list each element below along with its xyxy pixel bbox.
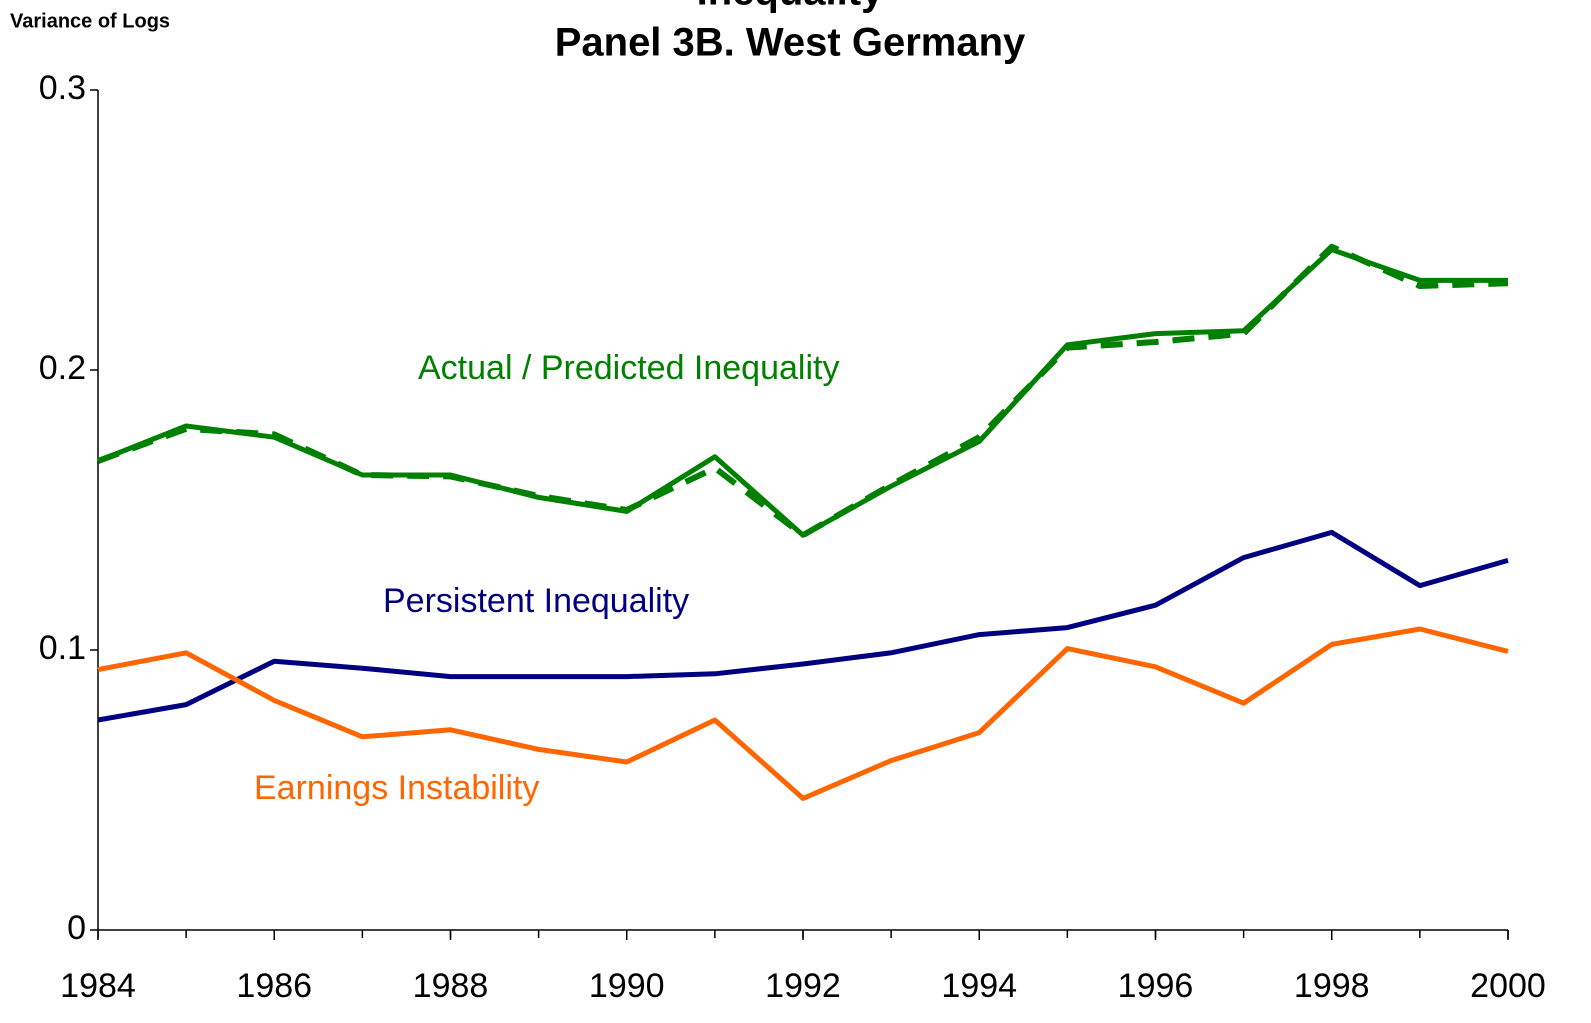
series-line [96,243,1509,539]
x-tick-label: 1986 [236,967,312,1005]
x-tick-label: 1996 [1118,967,1194,1005]
annotation: Earnings Instability [254,769,539,807]
series-line [97,626,1509,801]
x-tick-label: 2000 [1470,967,1546,1005]
y-tick-label: 0.1 [39,629,86,667]
y-tick-label: 0 [67,909,86,947]
annotation: Persistent Inequality [383,582,689,620]
x-tick-label: 1988 [413,967,489,1005]
chart-title: Inequality [697,0,884,14]
series-line [97,529,1509,723]
x-tick-label: 1984 [60,967,136,1005]
x-tick-label: 1992 [765,967,841,1005]
annotation: Actual / Predicted Inequality [418,349,839,387]
x-tick-label: 1990 [589,967,665,1005]
series-line [97,247,1508,538]
y-tick-label: 0.3 [39,69,86,107]
y-tick-label: 0.2 [39,349,86,387]
x-tick-label: 1994 [941,967,1017,1005]
chart-subtitle: Panel 3B. West Germany [555,21,1026,65]
x-tick-label: 1998 [1294,967,1370,1005]
y-axis-label: Variance of Logs [10,10,170,32]
